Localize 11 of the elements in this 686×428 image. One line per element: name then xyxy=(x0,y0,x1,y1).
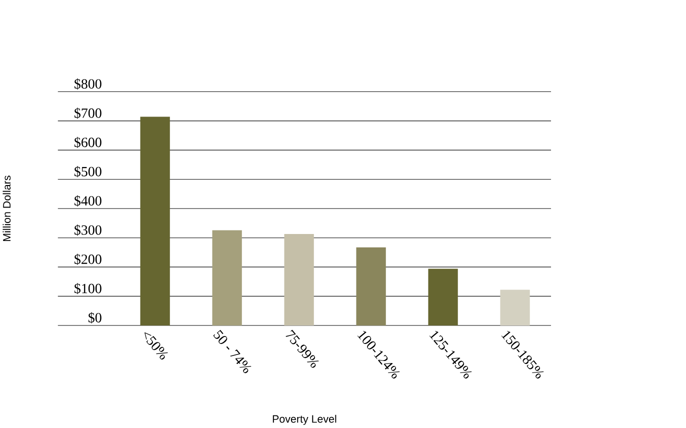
y-tick-label: $0 xyxy=(88,312,102,324)
y-tick-label: $100 xyxy=(74,283,102,294)
y-tick-label: $500 xyxy=(74,166,102,178)
y-tick-label: $700 xyxy=(74,108,102,120)
y-tick-label: $300 xyxy=(74,224,102,236)
x-axis-title: Poverty Level xyxy=(272,415,336,426)
y-tick-label: $400 xyxy=(74,195,102,207)
y-tick-label: $800 xyxy=(74,78,102,90)
y-axis-title: Million Dollars xyxy=(2,176,11,242)
y-tick-label: $600 xyxy=(74,137,102,148)
y-tick-label: $200 xyxy=(74,254,102,266)
